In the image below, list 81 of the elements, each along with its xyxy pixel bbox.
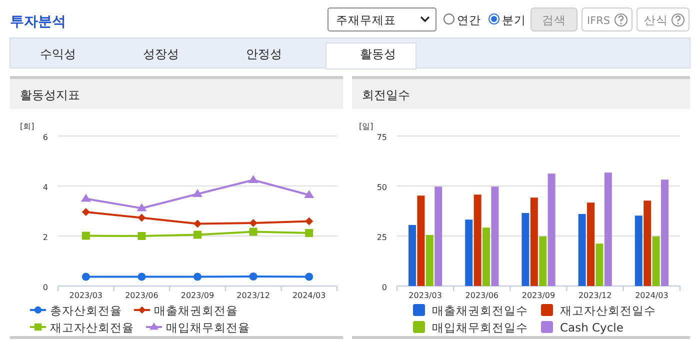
text: 검색 [542,13,566,27]
bar [587,202,594,286]
bar [417,196,425,286]
point [305,272,314,281]
bar [596,244,604,286]
x-tick-label: 2023/09 [522,291,556,300]
bar [465,220,473,286]
x-tick-label: 2024/03 [292,291,326,300]
x-tick-label: 2023/03 [69,291,103,300]
legend-label: 매출채권회전율 [154,304,238,318]
text: IFRS [587,15,610,27]
y-axis-title: [회] [20,122,34,131]
x-tick-label: 2023/12 [236,291,270,300]
x-tick-label: 2023/06 [125,291,158,300]
text: 연간 [457,13,481,27]
bar [522,213,530,286]
bar [578,214,586,286]
bar [434,186,442,286]
y-tick-label: 2 [42,233,48,242]
point [249,272,258,280]
point [194,272,202,281]
point [138,232,146,240]
point [138,214,146,222]
text: 안정성 [246,47,282,61]
bar [530,198,538,286]
point [304,190,314,198]
y-tick-label: 75 [376,133,387,142]
text: 분기 [502,13,526,27]
legend-label: 총자산회전율 [50,304,122,318]
x-tick-label: 2023/09 [180,291,214,300]
legend-label: Cash Cycle [560,320,624,334]
x-tick-label: 2024/03 [635,291,668,300]
bar [491,186,499,286]
bar [644,200,652,286]
x-tick-label: 2023/03 [408,291,442,300]
bar [634,216,642,286]
point [82,232,90,240]
bar [652,236,660,286]
bar [539,236,547,286]
text: 산식 [644,13,668,27]
point [194,220,202,228]
bar [548,174,556,286]
legend-label: 재고자산회전율 [50,320,134,334]
point [194,230,202,239]
chart-title: 회전일수 [362,88,410,102]
text: 수익성 [40,47,76,61]
y-tick-label: 4 [42,183,48,192]
text: 투자분석 [10,14,66,30]
point [248,175,258,183]
bar [482,228,490,286]
y-axis-title: [일] [359,122,374,131]
y-tick-label: 25 [376,233,387,242]
point [192,189,202,197]
point [138,272,146,281]
point [82,272,90,281]
point [305,217,314,226]
point [80,194,91,202]
legend-label: 매출채권회전일수 [432,304,528,318]
y-tick-label: 0 [382,283,387,292]
y-tick-label: 6 [42,133,48,142]
text: 활동성 [360,47,396,61]
bar [474,194,482,286]
bar [661,180,668,286]
legend-label: 재고자산회전일수 [560,304,656,318]
point [136,203,147,212]
x-tick-label: 2023/12 [578,291,612,300]
text: 성장성 [143,47,179,61]
bar [426,235,434,286]
y-tick-label: 50 [376,183,387,192]
chart-title: 활동성지표 [20,88,80,102]
bar [604,172,612,286]
text: 주재무제표 [336,13,396,27]
point [82,208,90,216]
point [305,229,314,237]
point [249,219,258,227]
legend-label: 매입채무회전일수 [432,320,528,334]
y-tick-label: 0 [42,283,48,292]
point [249,228,258,236]
bar [408,225,416,286]
legend-label: 매입채무회전율 [166,320,250,334]
x-tick-label: 2023/06 [465,291,499,300]
